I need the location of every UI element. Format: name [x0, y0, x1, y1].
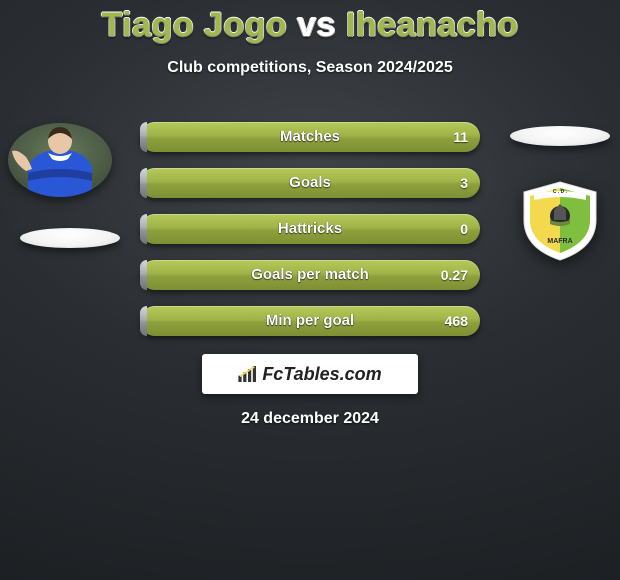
stat-value-right: 468 — [445, 306, 468, 336]
svg-text:MAFRA: MAFRA — [547, 238, 572, 245]
page-title: Tiago Jogo vs Iheanacho — [0, 0, 620, 45]
player2-club-crest: MAFRA C . D . — [520, 180, 600, 262]
bar-chart-icon — [238, 366, 258, 382]
player1-name: Tiago Jogo — [101, 6, 287, 44]
svg-text:C . D .: C . D . — [553, 189, 568, 195]
stat-row: Goals per match0.27 — [140, 260, 480, 290]
stat-label: Hattricks — [140, 214, 480, 244]
stat-value-right: 3 — [460, 168, 468, 198]
stat-value-right: 0.27 — [441, 260, 468, 290]
stat-row: Min per goal468 — [140, 306, 480, 336]
stat-value-right: 11 — [453, 122, 468, 152]
player2-name: Iheanacho — [346, 6, 519, 44]
stats-container: Matches11 Goals3 Hattricks0 Goals per match… — [140, 122, 480, 352]
player1-photo — [8, 123, 112, 197]
infographic-date: 24 december 2024 — [0, 410, 620, 428]
vs-text: vs — [297, 6, 336, 44]
logo-text: FcTables.com — [262, 364, 381, 385]
subtitle: Club competitions, Season 2024/2025 — [0, 59, 620, 77]
player1-club-badge-placeholder — [20, 228, 120, 248]
stat-label: Min per goal — [140, 306, 480, 336]
fctables-logo: FcTables.com — [202, 354, 418, 394]
player2-badge-placeholder — [510, 126, 610, 146]
stat-row: Goals3 — [140, 168, 480, 198]
stat-label: Goals per match — [140, 260, 480, 290]
stat-label: Matches — [140, 122, 480, 152]
stat-row: Hattricks0 — [140, 214, 480, 244]
stat-label: Goals — [140, 168, 480, 198]
stat-value-right: 0 — [460, 214, 468, 244]
stat-row: Matches11 — [140, 122, 480, 152]
